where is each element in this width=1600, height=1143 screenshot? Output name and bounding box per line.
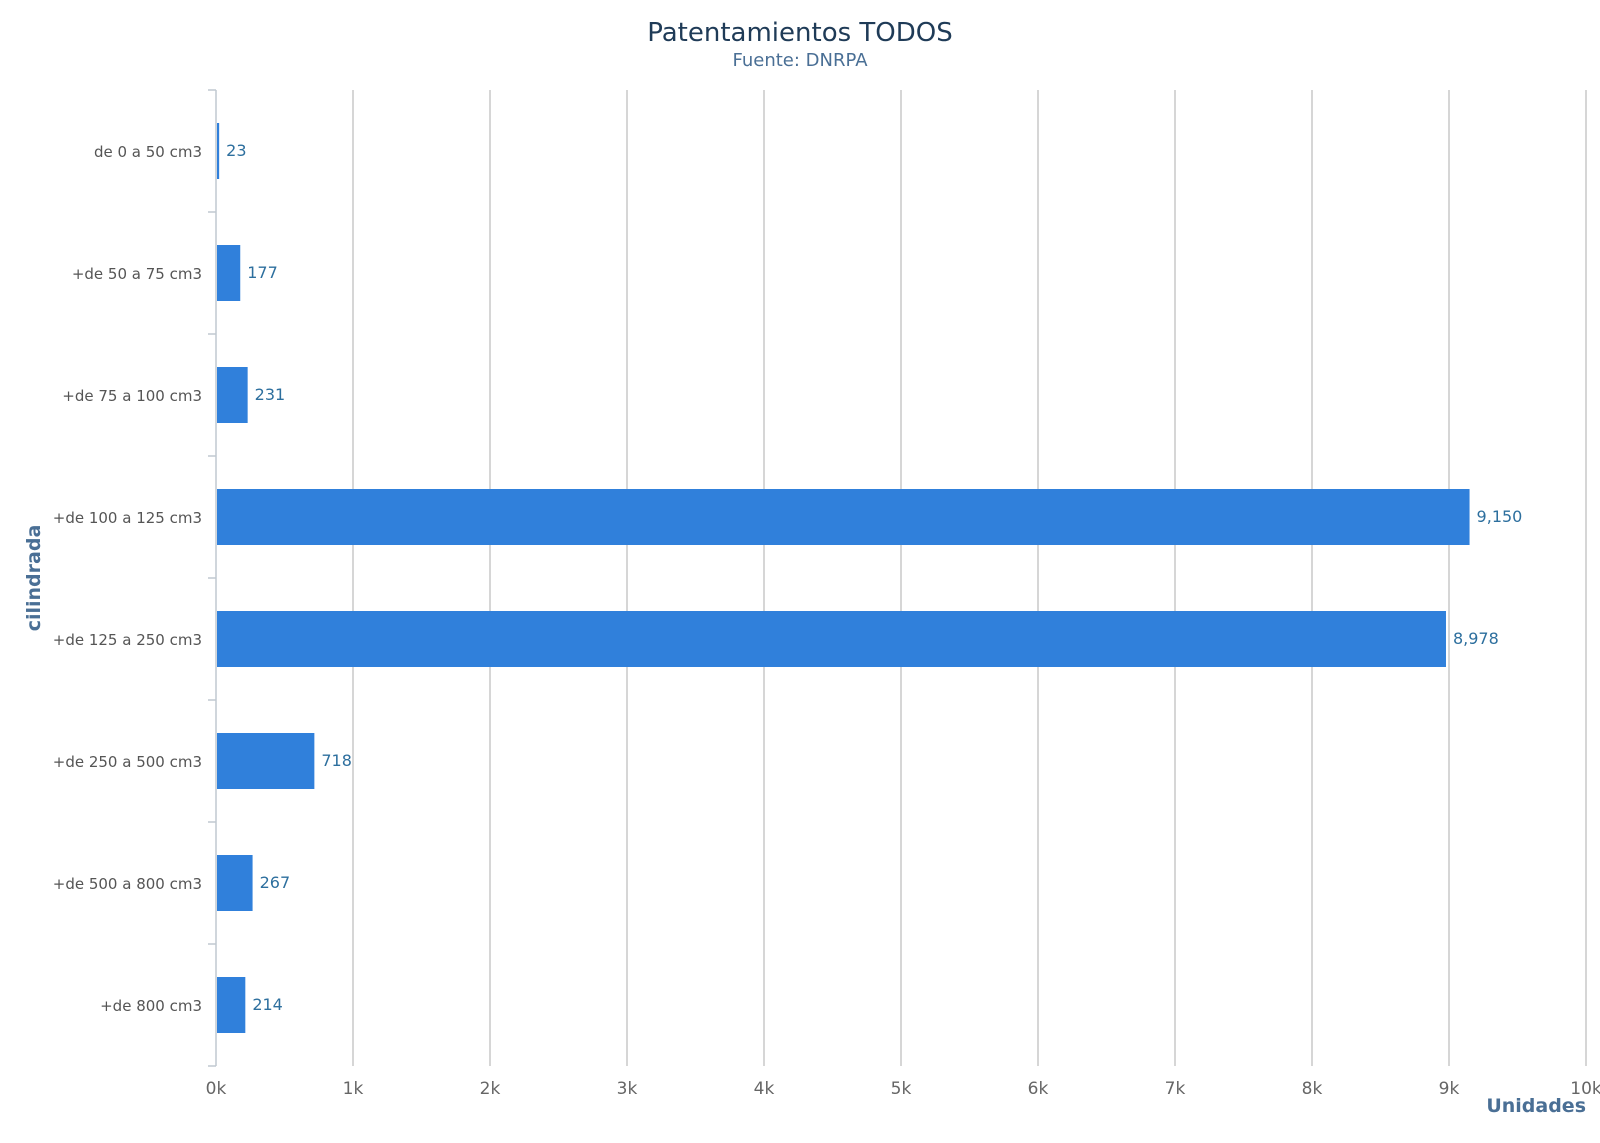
- bar: [217, 245, 241, 301]
- data-label: 8,978: [1453, 629, 1499, 648]
- chart-subtitle: Fuente: DNRPA: [732, 50, 868, 71]
- category-label: +de 500 a 800 cm3: [53, 875, 202, 893]
- category-label: +de 100 a 125 cm3: [53, 509, 202, 527]
- x-tick-label: 3k: [617, 1079, 638, 1099]
- x-tick-label: 6k: [1028, 1079, 1049, 1099]
- data-label: 231: [255, 385, 286, 404]
- bar: [217, 367, 248, 423]
- data-label: 9,150: [1477, 507, 1523, 526]
- data-label: 718: [321, 751, 352, 770]
- bar: [217, 123, 220, 179]
- bar: [217, 611, 1446, 667]
- x-tick-label: 8k: [1302, 1079, 1323, 1099]
- category-label: +de 125 a 250 cm3: [53, 631, 202, 649]
- data-label: 23: [226, 141, 246, 160]
- x-axis-title: Unidades: [1486, 1095, 1586, 1117]
- category-label: +de 75 a 100 cm3: [62, 387, 202, 405]
- bar: [217, 489, 1470, 545]
- y-axis-title: cilindrada: [23, 525, 45, 632]
- x-tick-label: 0k: [206, 1079, 227, 1099]
- x-tick-label: 2k: [480, 1079, 501, 1099]
- axes: 0k 1k 2k 3k 4k 5k 6k 7k 8k 9k 10k de 0 a 50 cm3 +de …: [53, 89, 1600, 1099]
- chart-title: Patentamientos TODOS: [647, 18, 953, 48]
- data-label: 267: [260, 873, 291, 892]
- category-label: +de 50 a 75 cm3: [72, 265, 202, 283]
- x-tick-label: 5k: [891, 1079, 912, 1099]
- bar: [217, 977, 246, 1033]
- bars: 23 177 231 9,150 8,978 718 267 214: [217, 123, 1522, 1033]
- category-label: de 0 a 50 cm3: [94, 143, 202, 161]
- data-label: 177: [247, 263, 278, 282]
- category-label: +de 250 a 500 cm3: [53, 753, 202, 771]
- bar: [217, 855, 253, 911]
- bar: [217, 733, 315, 789]
- gridlines: [352, 90, 1587, 1066]
- x-tick-label: 1k: [343, 1079, 364, 1099]
- x-tick-label: 4k: [754, 1079, 775, 1099]
- data-label: 214: [252, 995, 283, 1014]
- x-tick-label: 7k: [1165, 1079, 1186, 1099]
- x-tick-label: 9k: [1439, 1079, 1460, 1099]
- category-label: +de 800 cm3: [100, 997, 202, 1015]
- x-tick-label: 10k: [1570, 1079, 1600, 1099]
